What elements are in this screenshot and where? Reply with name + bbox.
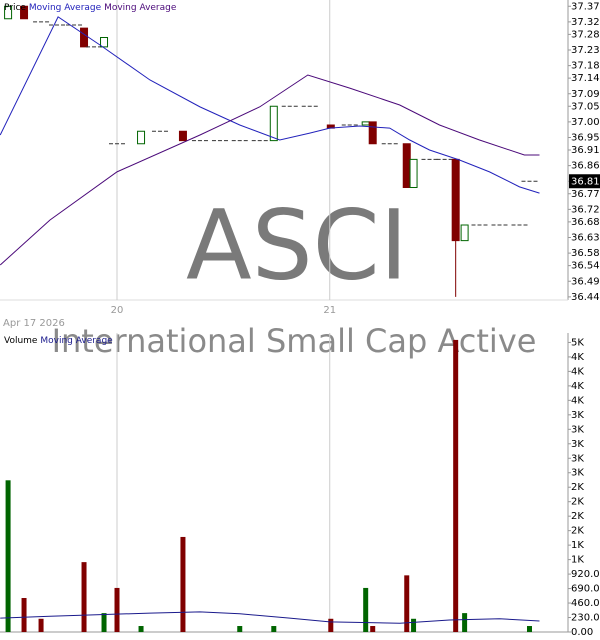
y-tick-label: 3K	[571, 468, 584, 479]
legend: Volume Moving Average	[4, 336, 113, 346]
y-tick-label: 37.09	[571, 89, 600, 100]
y-tick-label: 37.28	[571, 29, 600, 40]
candle-body	[409, 158, 418, 188]
candle-body	[4, 5, 13, 20]
x-tick-label: 21	[323, 305, 336, 316]
volume-bar	[271, 626, 277, 632]
y-tick-label: 36.91	[571, 145, 600, 156]
y-tick-label: 2K	[571, 482, 584, 493]
y-tick-label: 36.77	[571, 189, 600, 200]
legend: Price Moving Average Moving Average	[4, 3, 177, 13]
candle-body	[20, 5, 29, 20]
y-tick-label: 460.00	[571, 598, 600, 609]
volume-bar	[38, 618, 44, 632]
y-tick-label: 36.72	[571, 204, 600, 215]
legend-entry: Moving Average	[29, 3, 102, 13]
y-tick-label: 36.81	[571, 176, 600, 187]
y-tick-label: 1K	[571, 540, 584, 551]
y-tick-label: 37.00	[571, 117, 600, 128]
y-tick-label: 4K	[571, 352, 584, 363]
legend-entry: Moving Average	[40, 336, 113, 346]
y-tick-label: 36.86	[571, 161, 600, 172]
y-tick-label: 2K	[571, 497, 584, 508]
y-tick-label: 230.00	[571, 613, 600, 624]
candle-body	[368, 121, 377, 145]
candle-body	[178, 130, 187, 142]
y-tick-label: 3K	[571, 439, 584, 450]
volume-bar	[453, 339, 459, 632]
volume-bar	[180, 536, 186, 632]
y-tick-label: 36.54	[571, 261, 600, 272]
y-tick-label: 3K	[571, 453, 584, 464]
volume-bar	[404, 575, 410, 632]
volume-bar	[101, 613, 107, 632]
y-tick-label: 36.95	[571, 133, 600, 144]
y-tick-label: 5K	[571, 337, 584, 348]
y-tick-label: 2K	[571, 511, 584, 522]
watermark: ASCI	[186, 189, 408, 301]
candle-body	[80, 27, 89, 48]
volume-bar	[138, 626, 144, 632]
volume-bar	[237, 626, 243, 632]
candle-body	[460, 224, 469, 242]
volume-bar	[21, 598, 27, 632]
legend-entry: Volume	[4, 336, 38, 346]
x-tick-label: 20	[111, 305, 124, 316]
volume-bar	[526, 626, 532, 632]
y-tick-label: 2K	[571, 526, 584, 537]
panel: 5K 4K 4K 4K 4K 3K 3K 3K 3K 3K 2K 2K 2K 2K 1K 1K 920.00 69…	[0, 333, 600, 638]
candle-body	[361, 121, 370, 126]
y-tick-label: 37.37	[571, 1, 600, 12]
y-tick-label: 3K	[571, 410, 584, 421]
candle-body	[137, 130, 146, 145]
y-tick-label: 4K	[571, 395, 584, 406]
volume-bar	[114, 587, 120, 632]
y-tick-label: 36.68	[571, 217, 600, 228]
volume-bar	[81, 562, 87, 632]
y-tick-label: 37.05	[571, 101, 600, 112]
panel: 20 2137.3737.3237.2837.2337.1837.1437.093…	[0, 0, 600, 316]
y-tick-label: 4K	[571, 366, 584, 377]
y-tick-label: 36.44	[571, 292, 600, 303]
date-label: Apr 17 2026	[3, 318, 65, 329]
legend-entry: Price	[4, 3, 26, 13]
volume-bar	[462, 613, 468, 632]
volume-bar	[411, 618, 417, 632]
legend-entry: Moving Average	[104, 3, 177, 13]
moving-average-line	[0, 611, 540, 624]
y-tick-label: 36.58	[571, 248, 600, 259]
volume-bar	[370, 626, 376, 632]
y-tick-label: 37.32	[571, 17, 600, 28]
y-tick-label: 36.63	[571, 233, 600, 244]
y-tick-label: 690.00	[571, 584, 600, 595]
moving-average-line	[0, 74, 540, 266]
y-tick-label: 0.00	[571, 627, 593, 638]
y-tick-label: 37.14	[571, 73, 600, 84]
y-tick-label: 1K	[571, 555, 584, 566]
volume-bar	[328, 618, 334, 632]
y-tick-label: 36.49	[571, 276, 600, 287]
candle-body	[451, 158, 460, 242]
y-tick-label: 4K	[571, 381, 584, 392]
y-tick-label: 37.23	[571, 45, 600, 56]
moving-average-line	[0, 16, 540, 194]
y-tick-label: 920.00	[571, 569, 600, 580]
candle-body	[269, 105, 278, 142]
candle-body	[100, 37, 109, 48]
y-tick-label: 37.18	[571, 61, 600, 72]
last-price-box	[569, 174, 600, 189]
subtitle: International Small Cap Active	[52, 322, 537, 360]
candle-body	[402, 143, 411, 188]
volume-bar	[363, 587, 369, 632]
volume-bar	[5, 480, 11, 632]
y-tick-label: 3K	[571, 424, 584, 435]
